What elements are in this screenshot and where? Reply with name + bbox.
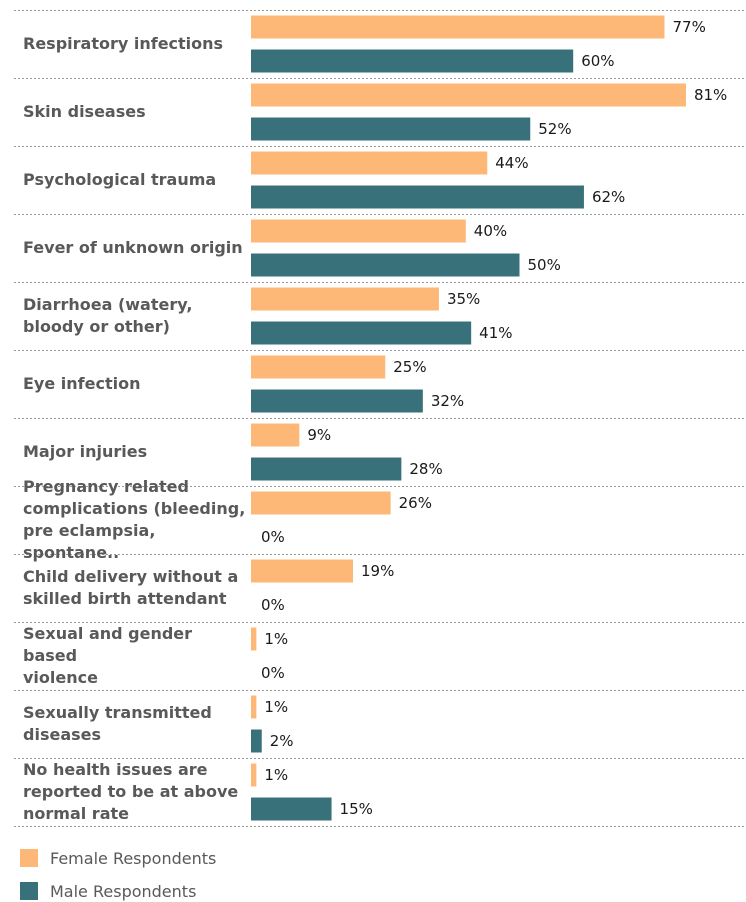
bar-female xyxy=(251,695,257,719)
data-label-male: 0% xyxy=(261,664,285,682)
bar-female xyxy=(251,559,354,583)
category-label: Diarrhoea (watery, bloody or other) xyxy=(23,295,193,336)
data-label-male: 62% xyxy=(591,188,626,206)
bar-male xyxy=(251,389,423,413)
data-label-male: 50% xyxy=(527,256,561,274)
data-label-female: 81% xyxy=(693,86,728,104)
category-label: Respiratory infections xyxy=(23,34,224,53)
data-label-male: 32% xyxy=(430,392,465,410)
bar-female xyxy=(251,83,686,107)
category-label: Fever of unknown origin xyxy=(23,238,243,257)
data-label-male: 52% xyxy=(538,120,572,138)
legend-label-male: Male Respondents xyxy=(50,881,197,901)
data-label-male: 15% xyxy=(339,800,373,818)
legend-swatch-female xyxy=(20,849,38,867)
data-label-male: 60% xyxy=(581,52,615,70)
data-label-female: 19% xyxy=(361,562,395,580)
data-label-female: 1% xyxy=(264,630,289,648)
data-label-male: 41% xyxy=(479,324,513,342)
bar-female xyxy=(251,287,439,311)
data-label-female: 1% xyxy=(264,698,289,716)
bar-female xyxy=(251,15,665,39)
legend-item-female: Female Respondents xyxy=(20,847,216,869)
bar-female xyxy=(251,627,257,651)
category-label: Sexually transmitted diseases xyxy=(23,703,212,744)
data-label-female: 26% xyxy=(398,494,432,512)
data-label-female: 40% xyxy=(473,222,508,240)
bar-male xyxy=(251,117,531,141)
bar-male xyxy=(251,729,262,753)
category-label: Sexual and gender based violence xyxy=(23,624,193,687)
bar-female xyxy=(251,423,300,447)
category-label: Pregnancy related complications (bleedin… xyxy=(23,477,246,562)
category-label: Psychological trauma xyxy=(23,170,217,189)
category-label: No health issues are reported to be at a… xyxy=(23,760,239,823)
bar-male xyxy=(251,253,520,277)
bar-male xyxy=(251,797,332,821)
data-label-female: 35% xyxy=(446,290,481,308)
category-label: Eye infection xyxy=(23,374,141,393)
bar-male xyxy=(251,321,472,345)
bar-male xyxy=(251,457,402,481)
category-label: Child delivery without a skilled birth a… xyxy=(23,567,239,608)
category-label: Skin diseases xyxy=(23,102,146,121)
data-label-male: 0% xyxy=(261,596,285,614)
data-label-male: 0% xyxy=(261,528,285,546)
data-label-female: 9% xyxy=(307,426,332,444)
data-label-male: 2% xyxy=(269,732,294,750)
legend-label-female: Female Respondents xyxy=(50,848,217,868)
bar-female xyxy=(251,219,466,243)
legend-item-male: Male Respondents xyxy=(20,880,196,902)
data-label-female: 25% xyxy=(393,358,427,376)
data-label-female: 77% xyxy=(672,18,706,36)
data-label-female: 44% xyxy=(495,154,529,172)
bar-female xyxy=(251,763,257,787)
category-label: Major injuries xyxy=(23,442,148,461)
bar-female xyxy=(251,491,391,515)
data-label-female: 1% xyxy=(264,766,289,784)
legend-swatch-male xyxy=(20,882,38,900)
bar-female xyxy=(251,151,488,175)
data-label-male: 28% xyxy=(409,460,443,478)
bar-male xyxy=(251,185,584,209)
bar-female xyxy=(251,355,386,379)
bar-male xyxy=(251,49,574,73)
